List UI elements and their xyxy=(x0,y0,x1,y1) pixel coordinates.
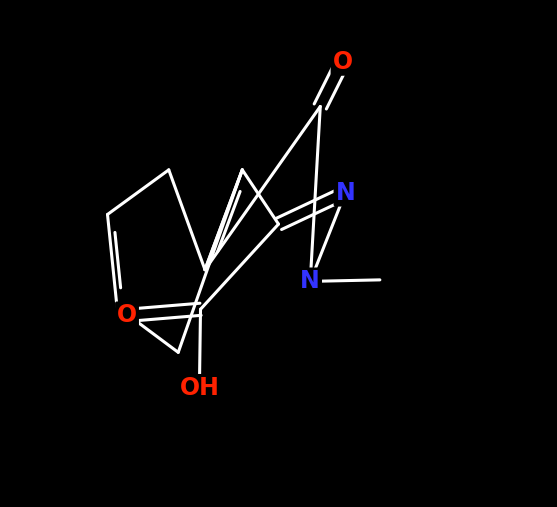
Text: OH: OH xyxy=(179,376,219,400)
Text: N: N xyxy=(335,180,355,205)
Text: O: O xyxy=(117,303,137,328)
Text: N: N xyxy=(300,269,320,294)
Text: O: O xyxy=(333,50,353,74)
